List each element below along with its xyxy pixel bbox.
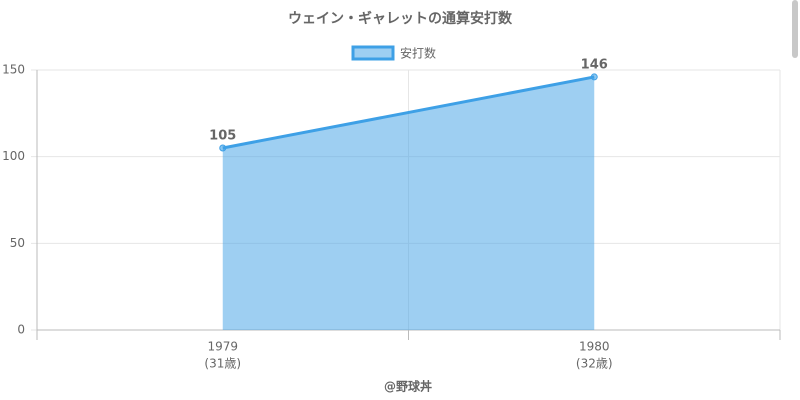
- point: [590, 73, 598, 81]
- x-tick-label: 1980: [579, 340, 610, 354]
- y-tick-label: 0: [17, 323, 25, 337]
- x-tick-label: 1979: [207, 340, 238, 354]
- x-axis-title: @野球丼: [384, 379, 432, 394]
- line: [222, 75, 595, 150]
- y-tick-label: 100: [2, 149, 25, 163]
- y-tick-label: 150: [2, 63, 25, 77]
- area-fill: [222, 76, 595, 330]
- x-tick-sublabel: (32歳): [576, 357, 613, 371]
- scrollbar: [792, 0, 798, 58]
- point: [219, 144, 227, 152]
- data-label: 146: [581, 57, 608, 72]
- legend-swatch: [351, 45, 395, 61]
- y-tick-label: 50: [10, 236, 25, 250]
- legend-label: 安打数: [400, 46, 436, 61]
- chart-title: ウェイン・ギャレットの通算安打数: [288, 10, 513, 27]
- data-label: 105: [209, 129, 236, 144]
- x-tick-sublabel: (31歳): [204, 357, 241, 371]
